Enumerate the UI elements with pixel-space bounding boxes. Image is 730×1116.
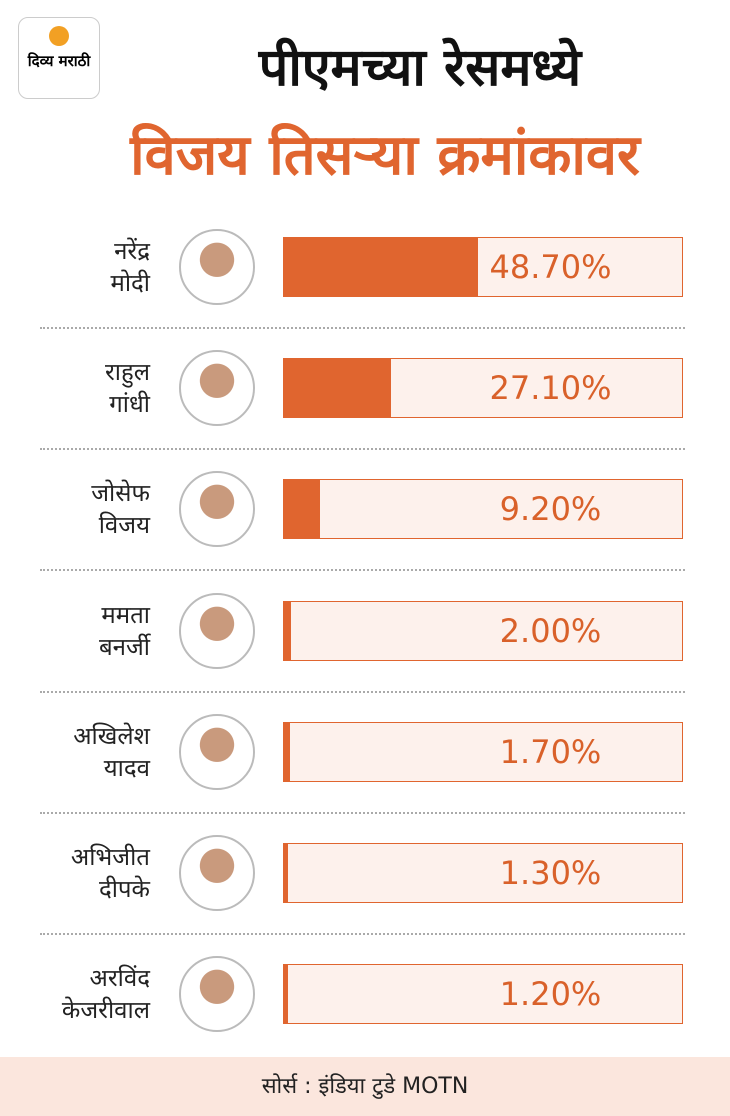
bar — [283, 237, 478, 297]
category-label: जोसेफ विजय — [91, 479, 150, 540]
separator — [40, 569, 685, 572]
photo — [179, 956, 255, 1033]
bar — [283, 964, 288, 1025]
photo — [179, 835, 255, 911]
value-label: 1.20% — [499, 975, 602, 1014]
logo: दिव्य मराठी — [18, 17, 100, 99]
category-label: राहुल गांधी — [104, 358, 150, 419]
category-label: ममता बनर्जी — [98, 600, 150, 661]
bar-track — [283, 964, 683, 1025]
value-label: 48.70% — [489, 248, 612, 286]
value-label: 1.30% — [499, 854, 602, 892]
bar — [283, 843, 289, 903]
bar-track — [283, 843, 683, 903]
logo-text: दिव्य मराठी — [27, 52, 91, 70]
photo — [179, 471, 255, 548]
chart-subtitle: विजय तिसऱ्या क्रमांकावर — [130, 123, 640, 188]
photo — [179, 713, 255, 790]
bar-track — [283, 479, 683, 540]
separator — [40, 327, 685, 329]
chart-title: पीएमच्या रेसमध्ये — [258, 38, 582, 98]
bar — [283, 358, 392, 419]
value-label: 1.70% — [499, 732, 602, 771]
value-label: 2.00% — [499, 611, 602, 650]
bar-track — [283, 721, 683, 782]
photo — [179, 350, 255, 427]
category-label: नरेंद्र मोदी — [110, 237, 150, 297]
bar — [283, 721, 290, 782]
bar-track — [283, 600, 683, 661]
separator — [40, 690, 685, 693]
bar — [283, 600, 291, 661]
separator — [40, 448, 685, 451]
value-label: 9.20% — [499, 490, 602, 529]
value-label: 27.10% — [489, 369, 612, 408]
category-label: अभिजीत दीपके — [70, 843, 150, 903]
separator — [40, 811, 685, 814]
category-label: अखिलेश यादव — [73, 721, 150, 782]
photo — [179, 592, 255, 669]
photo — [179, 229, 255, 305]
separator — [40, 933, 685, 935]
bar — [283, 479, 320, 540]
source: सोर्स : इंडिया टुडे MOTN — [0, 1057, 730, 1116]
category-label: अरविंद केजरीवाल — [61, 964, 150, 1025]
